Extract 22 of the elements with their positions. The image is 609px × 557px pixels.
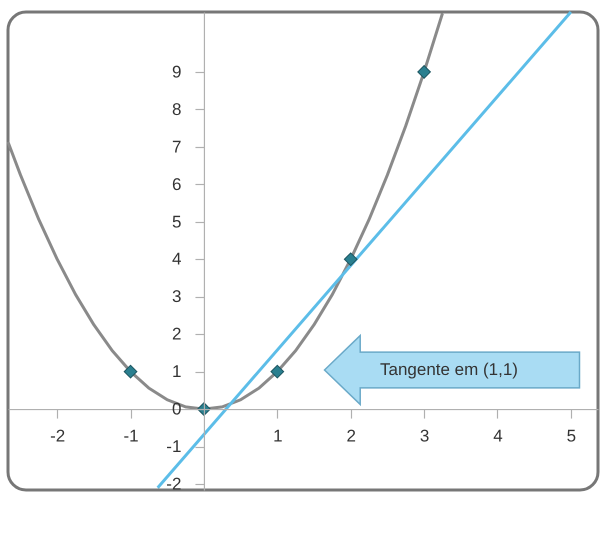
y-tick-label: 2 xyxy=(172,324,182,344)
x-tick-label: -2 xyxy=(50,426,66,446)
y-tick-label: 5 xyxy=(172,212,182,232)
point xyxy=(270,364,284,378)
y-tick-label: 1 xyxy=(172,362,182,382)
x-tick-label: 5 xyxy=(566,426,576,446)
y-tick-label: 0 xyxy=(172,400,182,419)
x-tick-label: 3 xyxy=(420,426,430,446)
y-tick-label: 3 xyxy=(172,287,182,306)
annotation: Tangente em (1,1) xyxy=(380,360,518,379)
x-tick-label: 1 xyxy=(273,426,283,446)
y-tick-label: 6 xyxy=(172,174,182,194)
x-tick-label: -1 xyxy=(123,426,139,446)
point xyxy=(344,252,358,266)
y-tick-label: 4 xyxy=(172,250,182,269)
x-tick-label: 2 xyxy=(346,426,356,446)
point xyxy=(417,65,431,79)
y-tick-label: 8 xyxy=(172,100,182,119)
x-tick-label: 4 xyxy=(493,426,503,446)
y-tick-label: 9 xyxy=(172,62,182,82)
y-tick-label: 7 xyxy=(172,137,182,156)
point xyxy=(124,364,138,378)
